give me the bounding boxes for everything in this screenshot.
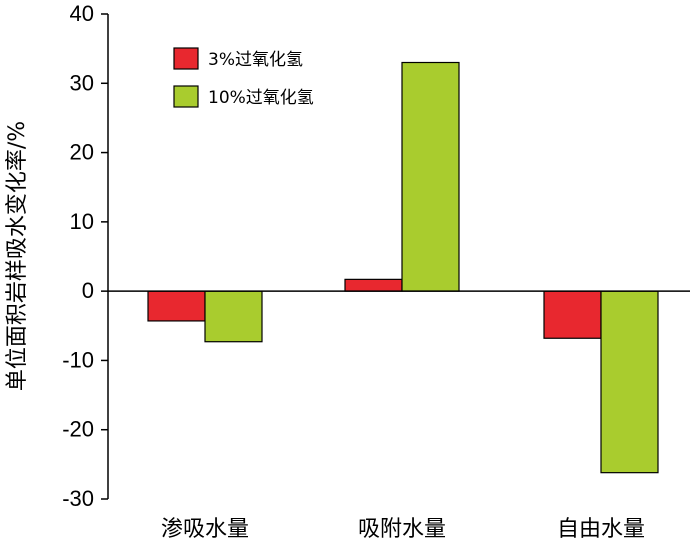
y-tick-label: 40 — [70, 1, 94, 26]
bar — [344, 278, 403, 292]
bar — [147, 290, 206, 322]
y-tick-label: 20 — [70, 140, 94, 165]
y-tick-label: -20 — [62, 417, 94, 442]
x-category-label: 吸附水量 — [358, 517, 446, 542]
bar — [543, 290, 602, 339]
y-tick-label: -30 — [62, 486, 94, 511]
bar — [401, 61, 460, 292]
y-tick-label: 0 — [82, 278, 94, 303]
legend-label: 3%过氧化氢 — [208, 50, 303, 70]
bars-layer — [147, 61, 659, 474]
x-category-label: 自由水量 — [557, 517, 645, 542]
y-tick-label: 30 — [70, 70, 94, 95]
bar — [600, 290, 659, 474]
y-tick-label: 10 — [70, 209, 94, 234]
legend-swatch — [173, 85, 199, 108]
legend-label: 10%过氧化氢 — [208, 88, 314, 108]
legend-swatch — [173, 47, 199, 70]
x-category-label: 渗吸水量 — [161, 517, 249, 542]
legend: 3%过氧化氢 10%过氧化氢 — [173, 47, 314, 108]
x-category-labels: 渗吸水量 吸附水量 自由水量 — [161, 517, 645, 542]
y-tick-label: -10 — [62, 347, 94, 372]
y-axis-label: 单位面积岩样吸水变化率/% — [5, 121, 30, 391]
y-ticks: -30 -20 -10 0 10 20 30 40 — [62, 1, 108, 511]
bar — [204, 290, 263, 343]
